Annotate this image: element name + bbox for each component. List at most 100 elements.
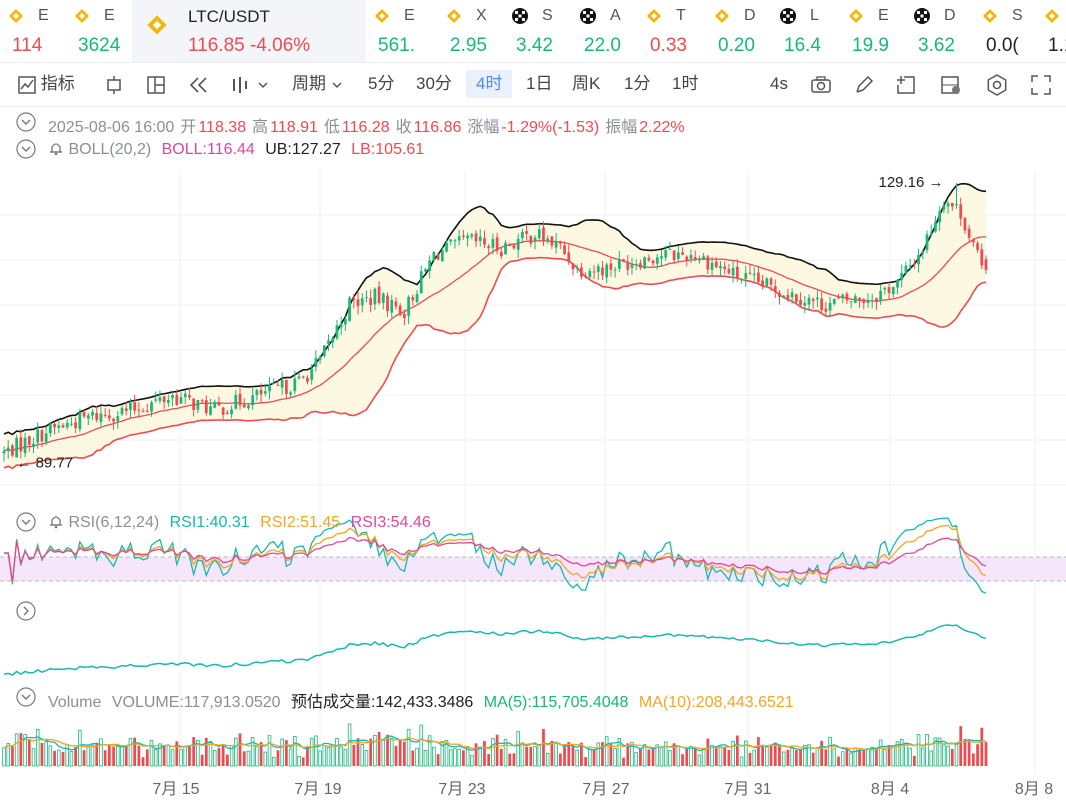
volume-bar — [743, 740, 748, 767]
add-indicator-button[interactable] — [896, 70, 916, 98]
screenshot-button[interactable] — [810, 70, 832, 98]
interval-tab[interactable]: 1分 — [624, 74, 651, 93]
ticker-price: 22.0 — [584, 35, 621, 57]
ticker-item[interactable]: 1.1 — [1036, 0, 1066, 62]
candle-body — [183, 393, 187, 398]
ticker-item[interactable]: LTC/USDT 116.85 -4.06% — [132, 0, 366, 62]
candle-body — [440, 250, 444, 262]
collapse-chevron-icon[interactable] — [16, 112, 36, 132]
ticker-item[interactable]: D 3.62 — [906, 0, 974, 62]
replay-button[interactable] — [188, 70, 210, 98]
ticker-strip: E 114 E 3624 LTC/USDT 116.85 -4.06% E 561. X 2.95… — [0, 0, 1066, 63]
volume-bar — [309, 737, 314, 767]
settings-button[interactable] — [986, 70, 1008, 98]
bell-icon[interactable] — [48, 513, 64, 529]
ticker-item[interactable]: E 3624 — [66, 0, 132, 62]
candle-body — [883, 288, 887, 290]
interval-tab[interactable]: 1时 — [672, 74, 699, 93]
ticker-item[interactable]: A 22.0 — [572, 0, 638, 62]
volume-bar — [908, 747, 912, 767]
volume-bar — [723, 746, 727, 766]
volume-bar — [676, 746, 681, 767]
candle-body — [204, 400, 208, 414]
candle-body — [99, 413, 103, 422]
candle-body — [192, 398, 196, 410]
candle-body — [466, 235, 469, 239]
fullscreen-button[interactable] — [1030, 70, 1052, 98]
collapse-chevron-icon[interactable] — [16, 139, 36, 159]
candle-body — [959, 204, 963, 219]
candle-body — [352, 298, 356, 301]
volume-bar — [411, 750, 415, 766]
period-dropdown[interactable]: 周期 — [292, 70, 343, 98]
ticker-item[interactable]: E 114 — [0, 0, 66, 62]
volume-bar — [457, 748, 461, 767]
ticker-item[interactable]: S 3.42 — [504, 0, 572, 62]
rsi1-value: RSI1:40.31 — [169, 514, 250, 531]
candle-body — [242, 404, 246, 408]
candle-body — [61, 425, 65, 428]
ticker-item[interactable]: E 19.9 — [840, 0, 906, 62]
candle-body — [44, 433, 48, 443]
refresh-interval[interactable]: 4s — [770, 74, 788, 93]
ticker-item[interactable]: S 0.0( — [974, 0, 1036, 62]
candle-body — [820, 298, 824, 311]
bell-icon[interactable] — [48, 140, 64, 156]
candle-body — [470, 234, 474, 237]
interval-tab[interactable]: 1日 — [526, 74, 553, 93]
ticker-item[interactable]: L 16.4 — [772, 0, 840, 62]
bnb-icon — [849, 9, 863, 23]
candle-body — [381, 293, 385, 304]
candle-body — [912, 263, 916, 265]
collapse-chevron-icon[interactable] — [16, 512, 36, 532]
expand-chevron-icon[interactable] — [16, 601, 36, 621]
candle-body — [879, 290, 883, 302]
candle-body — [630, 264, 634, 268]
interval-tab[interactable]: 周K — [572, 74, 601, 93]
x-tick-label: 8月 4 — [871, 781, 909, 798]
collapse-chevron-icon[interactable] — [16, 687, 36, 707]
candle-body — [57, 425, 61, 428]
chart-style-button[interactable] — [230, 70, 269, 98]
volume-bar — [799, 748, 802, 766]
volume-bar — [271, 756, 276, 767]
interval-tab[interactable]: 4时 — [466, 70, 513, 98]
candle-type-button[interactable] — [104, 70, 124, 98]
gear-icon — [987, 73, 1007, 96]
boll-band-fill — [4, 183, 986, 469]
candle-body — [761, 280, 764, 287]
volume-bar — [285, 740, 288, 766]
ticker-item[interactable]: X 2.95 — [438, 0, 504, 62]
bnb-icon — [9, 9, 23, 23]
volume-name: Volume — [48, 694, 102, 711]
ticker-item[interactable]: D 0.20 — [706, 0, 772, 62]
candle-body — [799, 299, 802, 305]
ticker-item[interactable]: E 561. — [366, 0, 438, 62]
candle-body — [457, 236, 461, 241]
candle-body — [803, 302, 807, 306]
candle-body — [794, 294, 798, 302]
amplitude-value: 2.22% — [639, 119, 685, 136]
volume-bar — [48, 745, 53, 767]
candle-body — [107, 415, 111, 419]
compare-button[interactable] — [940, 70, 962, 98]
draw-button[interactable] — [854, 70, 874, 98]
candle-body — [74, 422, 78, 428]
compare-icon — [941, 75, 960, 94]
indicators-button[interactable]: 指标 — [18, 70, 75, 98]
candle-body — [605, 264, 609, 278]
ticker-item[interactable]: T 0.33 — [638, 0, 706, 62]
candle-body — [230, 409, 233, 415]
change-label: 涨幅 — [467, 119, 500, 136]
candle-body — [550, 236, 554, 246]
volume-bar — [474, 743, 478, 766]
interval-tab[interactable]: 30分 — [416, 74, 452, 93]
volume-bar — [280, 738, 284, 767]
candle-body — [251, 395, 255, 406]
open-label: 开 — [180, 119, 197, 136]
candle-body — [950, 203, 954, 207]
interval-tab[interactable]: 5分 — [368, 74, 395, 93]
candle-body — [280, 379, 284, 388]
layout-button[interactable] — [146, 70, 166, 98]
